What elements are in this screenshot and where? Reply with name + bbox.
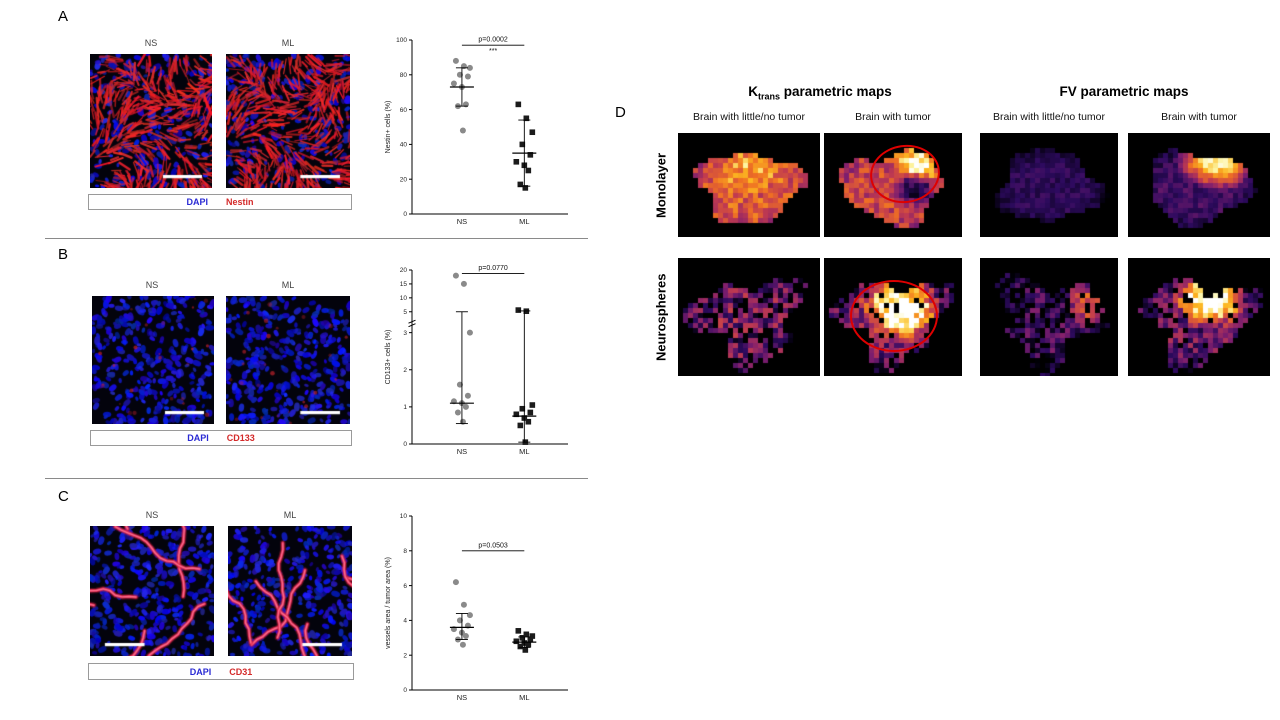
svg-text:40: 40	[400, 142, 408, 149]
micro-image-nestin-ns	[90, 54, 212, 188]
svg-text:100: 100	[396, 37, 407, 44]
row-label-neurospheres: Neurospheres	[653, 273, 669, 361]
panel-a-ns-title: NS	[144, 38, 158, 48]
micro-image-cd31-ns	[90, 526, 214, 656]
panel-divider-b-c	[45, 478, 588, 479]
panel-a-legend: DAPI Nestin	[88, 194, 352, 210]
col-header-ktrans-no-tumor: Brain with little/no tumor	[692, 111, 806, 123]
panel-b-legend: DAPI CD133	[90, 430, 352, 446]
map-fv-monolayer-no-tumor	[980, 133, 1118, 237]
ktrans-title-rest: parametric maps	[779, 84, 892, 99]
col-header-fv-no-tumor: Brain with little/no tumor	[992, 111, 1106, 123]
micro-image-cd31-ml	[228, 526, 352, 656]
svg-text:NS: NS	[457, 693, 467, 702]
map-fv-neurospheres-no-tumor	[980, 258, 1118, 376]
svg-text:80: 80	[400, 72, 408, 79]
mri-map-canvas	[678, 133, 820, 237]
mri-map-canvas	[1128, 258, 1270, 376]
svg-text:2: 2	[403, 652, 407, 659]
svg-text:***: ***	[489, 48, 497, 55]
panel-b-label: B	[58, 246, 69, 263]
panel-divider-a-b	[45, 238, 588, 239]
fv-maps-title: FV parametric maps	[978, 84, 1270, 99]
col-header-fv-tumor: Brain with tumor	[1161, 111, 1237, 123]
svg-text:3: 3	[403, 330, 407, 337]
map-fv-neurospheres-tumor	[1128, 258, 1270, 376]
ktrans-title-sub: trans	[757, 91, 780, 102]
fv-title-main: FV parametric maps	[1059, 84, 1189, 99]
panel-c-ml-title: ML	[283, 510, 297, 520]
svg-text:0: 0	[403, 441, 407, 448]
svg-text:0: 0	[403, 687, 407, 694]
chart-nestin-cells: 0 20 40 60 80 100 Nestin+ cells (%) NS ML p=0.000…	[385, 37, 568, 226]
legend-dapi-label: DAPI	[187, 433, 209, 443]
svg-text:CD133+ cells (%): CD133+ cells (%)	[385, 330, 392, 385]
map-ktrans-neurospheres-no-tumor	[678, 258, 820, 376]
svg-text:6: 6	[403, 583, 407, 590]
svg-text:ML: ML	[519, 217, 529, 226]
panel-a-label: A	[58, 8, 69, 25]
legend-cd133-label: CD133	[226, 433, 255, 443]
legend-nestin-label: Nestin	[226, 197, 254, 207]
svg-text:1: 1	[403, 404, 407, 411]
svg-text:NS: NS	[457, 217, 467, 226]
svg-text:8: 8	[403, 548, 407, 555]
map-ktrans-neurospheres-tumor	[824, 258, 962, 376]
svg-text:Nestin+ cells (%): Nestin+ cells (%)	[385, 101, 392, 154]
svg-text:p=0.0503: p=0.0503	[478, 542, 507, 549]
legend-dapi-label: DAPI	[186, 197, 208, 207]
panel-b-ns-title: NS	[145, 280, 159, 290]
panel-a-ml-title: ML	[281, 38, 295, 48]
legend-cd31-label: CD31	[229, 666, 253, 677]
svg-text:0: 0	[403, 211, 407, 218]
map-ktrans-monolayer-no-tumor	[678, 133, 820, 237]
svg-text:ML: ML	[519, 447, 529, 456]
svg-text:10: 10	[400, 513, 408, 520]
chart-vessels-area: 0 2 4 6 8 10 vessels area / tumor area (%) NS ML…	[385, 513, 568, 702]
svg-text:ML: ML	[519, 693, 529, 702]
mri-map-canvas	[824, 133, 962, 237]
panel-c-label: C	[58, 488, 70, 505]
micro-image-cd133-ml	[226, 296, 350, 424]
svg-text:p=0.0770: p=0.0770	[478, 265, 507, 272]
legend-dapi-label: DAPI	[189, 666, 212, 677]
svg-text:vessels area / tumor area (%): vessels area / tumor area (%)	[385, 557, 392, 649]
svg-text:p=0.0002: p=0.0002	[478, 37, 507, 44]
svg-text:2: 2	[403, 367, 407, 374]
map-fv-monolayer-tumor	[1128, 133, 1270, 237]
micro-image-cd133-ns	[92, 296, 214, 424]
mri-map-canvas	[980, 133, 1118, 237]
svg-text:5: 5	[403, 309, 407, 316]
ktrans-maps-title: Ktrans parametric maps	[676, 84, 964, 102]
mri-map-canvas	[824, 258, 962, 376]
row-label-monolayer: Monolayer	[653, 152, 669, 218]
micro-image-nestin-ml	[226, 54, 350, 188]
svg-text:4: 4	[403, 618, 407, 625]
svg-text:60: 60	[400, 107, 408, 114]
ktrans-title-main: K	[748, 84, 758, 99]
panel-d-label: D	[615, 104, 627, 121]
chart-cd133-cells: 0 1 2 3 5 10 15 20 CD133+ cells (%) NS ML p=0.0770	[385, 265, 568, 456]
panel-c-legend: DAPI CD31	[88, 663, 354, 680]
panel-b-ml-title: ML	[281, 280, 295, 290]
svg-text:20: 20	[400, 267, 408, 274]
mri-map-canvas	[980, 258, 1118, 376]
svg-text:NS: NS	[457, 447, 467, 456]
svg-text:15: 15	[400, 281, 408, 288]
col-header-ktrans-tumor: Brain with tumor	[855, 111, 931, 123]
panel-c-ns-title: NS	[145, 510, 159, 520]
svg-text:20: 20	[400, 176, 408, 183]
map-ktrans-monolayer-tumor	[824, 133, 962, 237]
mri-map-canvas	[1128, 133, 1270, 237]
mri-map-canvas	[678, 258, 820, 376]
svg-text:10: 10	[400, 295, 408, 302]
